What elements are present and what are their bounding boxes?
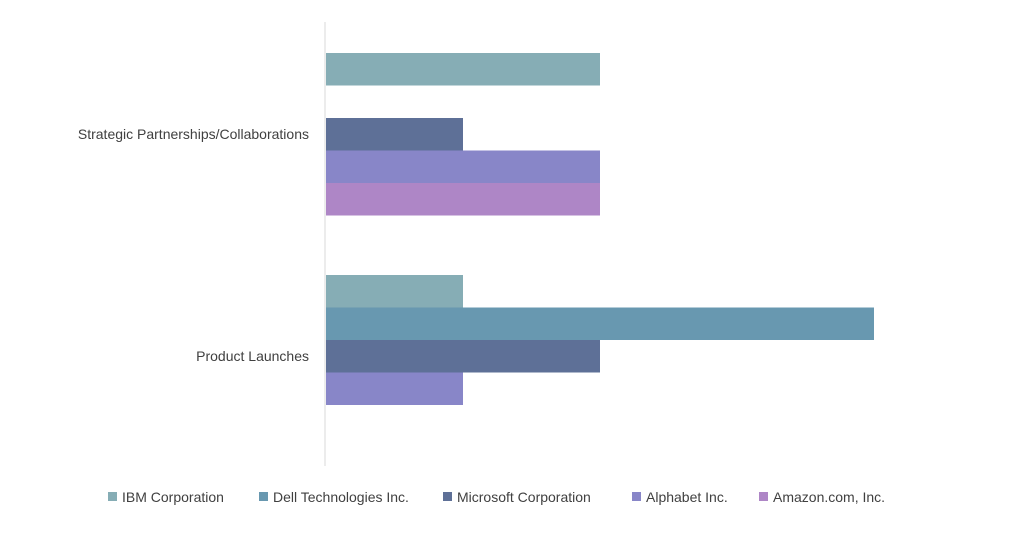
legend-swatch-dell-technologies-inc bbox=[259, 492, 268, 501]
legend-label-alphabet-inc: Alphabet Inc. bbox=[646, 489, 728, 505]
legend-swatch-microsoft-corporation bbox=[443, 492, 452, 501]
legend: IBM Corporation Dell Technologies Inc. Mic… bbox=[108, 489, 885, 505]
legend-swatch-alphabet-inc bbox=[632, 492, 641, 501]
bar-product-launches-ibm-corporation bbox=[326, 275, 463, 308]
category-label-strategic-partnerships-collaborations: Strategic Partnerships/Collaborations bbox=[78, 126, 309, 142]
bar-strategic-partnerships-collaborations-amazon-com-inc bbox=[326, 183, 600, 216]
legend-swatch-ibm-corporation bbox=[108, 492, 117, 501]
category-labels: Strategic Partnerships/Collaborations Pro… bbox=[78, 126, 309, 364]
legend-item-alphabet-inc: Alphabet Inc. bbox=[632, 489, 728, 505]
bar-strategic-partnerships-collaborations-ibm-corporation bbox=[326, 53, 600, 86]
legend-item-ibm-corporation: IBM Corporation bbox=[108, 489, 224, 505]
bar-product-launches-dell-technologies-inc bbox=[326, 307, 874, 340]
bar-product-launches-microsoft-corporation bbox=[326, 340, 600, 373]
legend-item-microsoft-corporation: Microsoft Corporation bbox=[443, 489, 591, 505]
legend-label-microsoft-corporation: Microsoft Corporation bbox=[457, 489, 591, 505]
legend-label-dell-technologies-inc: Dell Technologies Inc. bbox=[273, 489, 409, 505]
category-label-product-launches: Product Launches bbox=[196, 348, 309, 364]
bars-layer bbox=[326, 53, 874, 405]
bar-strategic-partnerships-collaborations-alphabet-inc bbox=[326, 150, 600, 183]
legend-label-ibm-corporation: IBM Corporation bbox=[122, 489, 224, 505]
legend-label-amazon-com-inc: Amazon.com, Inc. bbox=[773, 489, 885, 505]
legend-swatch-amazon-com-inc bbox=[759, 492, 768, 501]
bar-strategic-partnerships-collaborations-microsoft-corporation bbox=[326, 118, 463, 151]
bar-product-launches-alphabet-inc bbox=[326, 372, 463, 405]
legend-item-amazon-com-inc: Amazon.com, Inc. bbox=[759, 489, 885, 505]
legend-item-dell-technologies-inc: Dell Technologies Inc. bbox=[259, 489, 409, 505]
